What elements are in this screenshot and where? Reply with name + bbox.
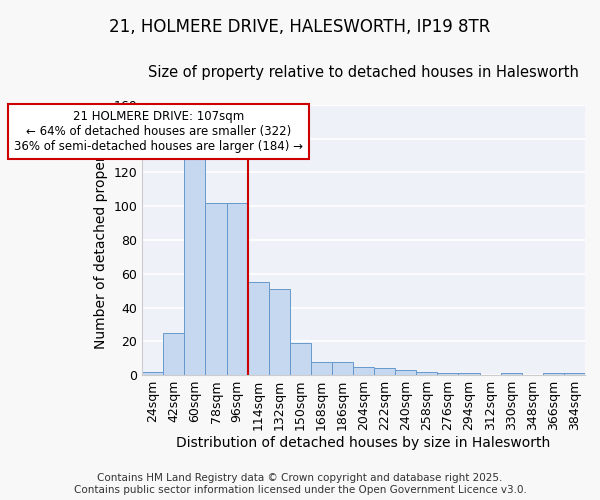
Bar	[227, 203, 248, 375]
Bar	[311, 362, 332, 375]
Bar	[205, 203, 227, 375]
Bar	[332, 362, 353, 375]
X-axis label: Distribution of detached houses by size in Halesworth: Distribution of detached houses by size …	[176, 436, 551, 450]
Bar	[353, 366, 374, 375]
Bar	[395, 370, 416, 375]
Bar	[142, 372, 163, 375]
Y-axis label: Number of detached properties: Number of detached properties	[94, 130, 108, 349]
Text: Contains HM Land Registry data © Crown copyright and database right 2025.
Contai: Contains HM Land Registry data © Crown c…	[74, 474, 526, 495]
Bar	[437, 374, 458, 375]
Bar	[248, 282, 269, 375]
Bar	[163, 333, 184, 375]
Bar	[458, 374, 479, 375]
Bar	[184, 157, 205, 375]
Bar	[290, 343, 311, 375]
Bar	[269, 289, 290, 375]
Bar	[374, 368, 395, 375]
Bar	[564, 374, 585, 375]
Bar	[416, 372, 437, 375]
Title: Size of property relative to detached houses in Halesworth: Size of property relative to detached ho…	[148, 65, 579, 80]
Text: 21 HOLMERE DRIVE: 107sqm
← 64% of detached houses are smaller (322)
36% of semi-: 21 HOLMERE DRIVE: 107sqm ← 64% of detach…	[14, 110, 303, 153]
Bar	[500, 374, 522, 375]
Bar	[543, 374, 564, 375]
Text: 21, HOLMERE DRIVE, HALESWORTH, IP19 8TR: 21, HOLMERE DRIVE, HALESWORTH, IP19 8TR	[109, 18, 491, 36]
